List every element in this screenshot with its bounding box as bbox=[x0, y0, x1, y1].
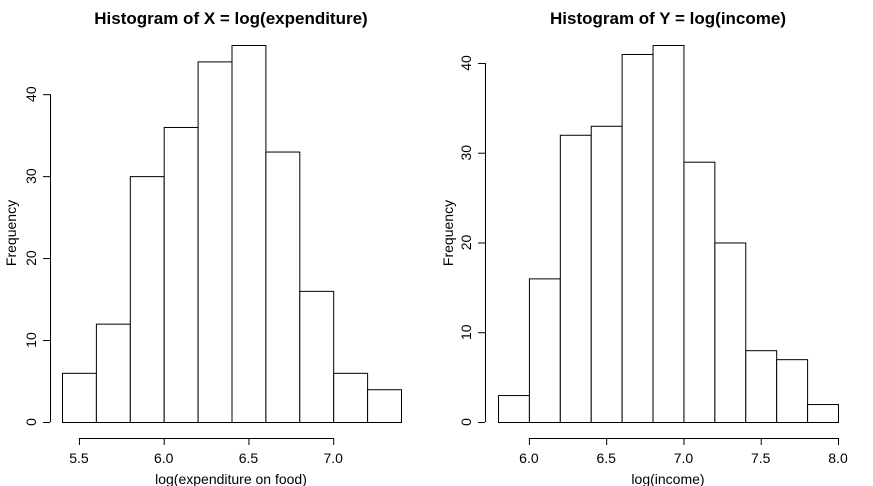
y-tick-label: 30 bbox=[458, 145, 474, 161]
histogram-bar bbox=[231, 45, 267, 423]
histogram-bar bbox=[265, 151, 301, 423]
x-axis: 6.0 6.5 7.0 7.5 8.0 bbox=[519, 438, 848, 466]
histogram-bar bbox=[528, 278, 561, 423]
x-tick-label: 7.0 bbox=[674, 450, 694, 466]
y-tick-label: 20 bbox=[458, 234, 474, 250]
y-axis: 0 10 20 30 40 bbox=[23, 86, 51, 426]
y-axis: 0 10 20 30 40 bbox=[458, 55, 486, 426]
x-tick-label: 6.5 bbox=[239, 450, 259, 466]
histogram-bar bbox=[498, 395, 530, 424]
x-tick-label: 6.0 bbox=[519, 450, 539, 466]
y-tick-label: 20 bbox=[23, 250, 39, 266]
histogram-bar bbox=[590, 125, 623, 424]
y-tick-label: 40 bbox=[23, 86, 39, 102]
histogram-bar bbox=[197, 61, 233, 424]
chart-title: Histogram of Y = log(income) bbox=[550, 9, 786, 28]
y-axis-label: Frequency bbox=[3, 200, 19, 266]
histogram-bar bbox=[776, 359, 809, 423]
histogram-bar bbox=[367, 389, 403, 423]
histogram-bar bbox=[621, 53, 654, 423]
histogram-bar bbox=[163, 126, 199, 424]
y-axis-label: Frequency bbox=[440, 200, 456, 266]
histogram-income-panel: Histogram of Y = log(income) log(income)… bbox=[440, 9, 848, 486]
histogram-bar bbox=[333, 372, 369, 423]
x-tick-label: 8.0 bbox=[828, 450, 848, 466]
bars-group bbox=[498, 45, 839, 424]
y-tick-label: 10 bbox=[458, 324, 474, 340]
histogram-bar bbox=[652, 45, 685, 423]
y-tick-label: 0 bbox=[23, 418, 39, 426]
y-tick-label: 30 bbox=[23, 168, 39, 184]
x-tick-label: 7.0 bbox=[323, 450, 343, 466]
chart-title: Histogram of X = log(expenditure) bbox=[94, 9, 367, 28]
y-tick-label: 10 bbox=[23, 332, 39, 348]
x-tick-label: 6.5 bbox=[596, 450, 616, 466]
x-tick-label: 7.5 bbox=[751, 450, 771, 466]
histogram-bar bbox=[299, 290, 335, 423]
x-tick-label: 6.0 bbox=[154, 450, 174, 466]
histogram-bar bbox=[714, 242, 747, 423]
x-tick-label: 5.5 bbox=[69, 450, 89, 466]
histogram-bar bbox=[62, 372, 97, 423]
x-axis-label: log(income) bbox=[631, 471, 704, 486]
y-tick-label: 40 bbox=[458, 55, 474, 71]
x-axis: 5.5 6.0 6.5 7.0 bbox=[69, 438, 343, 466]
histogram-bar bbox=[807, 404, 839, 423]
histogram-bar bbox=[745, 350, 778, 424]
histogram-expenditure-panel: Histogram of X = log(expenditure) log(ex… bbox=[3, 9, 403, 486]
histogram-bar bbox=[95, 323, 131, 423]
x-axis-label: log(expenditure on food) bbox=[155, 471, 307, 486]
histogram-bar bbox=[129, 176, 165, 423]
histogram-bar bbox=[683, 161, 716, 423]
bars-group bbox=[62, 45, 403, 424]
y-tick-label: 0 bbox=[458, 418, 474, 426]
histogram-bar bbox=[559, 134, 592, 423]
